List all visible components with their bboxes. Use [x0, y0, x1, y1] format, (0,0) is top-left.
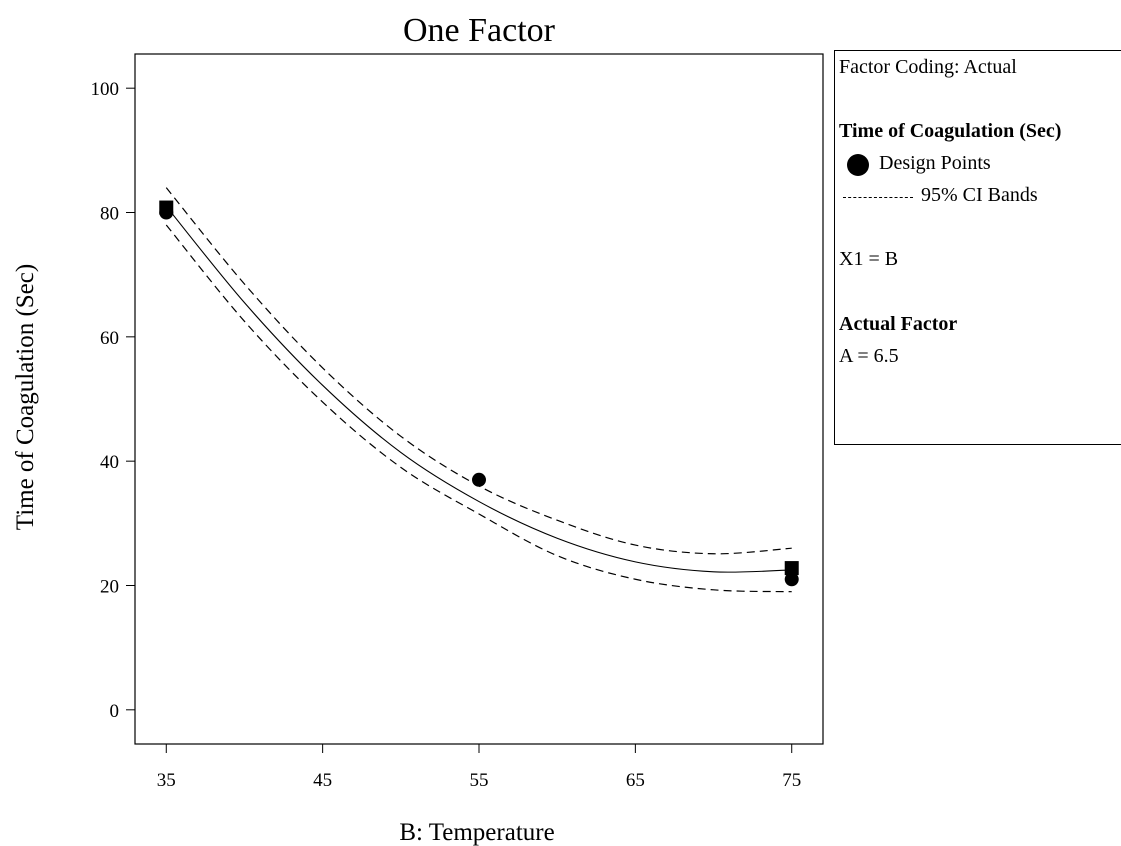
- y-tick-label: 80: [100, 204, 119, 225]
- fit-line: [165, 205, 792, 573]
- y-axis: 0 20 40 60 80 100: [91, 79, 135, 722]
- legend-design-point-icon: [847, 154, 869, 176]
- legend-actual-factor-title: Actual Factor: [839, 313, 958, 335]
- design-point: [472, 472, 486, 487]
- legend-panel: Factor Coding: Actual Time of Coagulatio…: [834, 50, 1121, 445]
- ci-band-line-2: [165, 224, 792, 593]
- x-tick-label: 55: [470, 770, 489, 791]
- chart-title: One Factor: [403, 12, 556, 49]
- y-tick-label: 0: [110, 701, 120, 722]
- x-axis: 35 45 55 65 75: [157, 744, 801, 791]
- legend-dashed-line-icon: [843, 197, 913, 198]
- x-tick-label: 45: [313, 770, 332, 791]
- legend-ci-label: 95% CI Bands: [921, 184, 1038, 206]
- legend-factor-coding: Factor Coding: Actual: [839, 56, 1017, 78]
- design-point: [784, 572, 799, 587]
- x-axis-label: B: Temperature: [399, 819, 554, 846]
- ci-band-line-1: [165, 187, 792, 555]
- y-tick-label: 100: [91, 79, 120, 100]
- design-point: [159, 205, 174, 220]
- series-layer: [165, 187, 792, 593]
- y-tick-label: 20: [100, 576, 119, 597]
- x-tick-label: 75: [782, 770, 801, 791]
- plot-area: [134, 53, 824, 745]
- y-tick-label: 60: [100, 328, 119, 349]
- legend-design-points-label: Design Points: [879, 152, 991, 174]
- legend-x1-label: X1 = B: [839, 248, 899, 270]
- design-points-layer: [159, 200, 799, 587]
- y-axis-label: Time of Coagulation (Sec): [12, 264, 39, 530]
- legend-response-title: Time of Coagulation (Sec): [839, 120, 1062, 142]
- replicate-marker: [784, 561, 799, 576]
- x-tick-label: 65: [626, 770, 645, 791]
- legend-actual-factor-value: A = 6.5: [839, 345, 899, 367]
- y-tick-label: 40: [100, 452, 119, 473]
- x-tick-label: 35: [157, 770, 176, 791]
